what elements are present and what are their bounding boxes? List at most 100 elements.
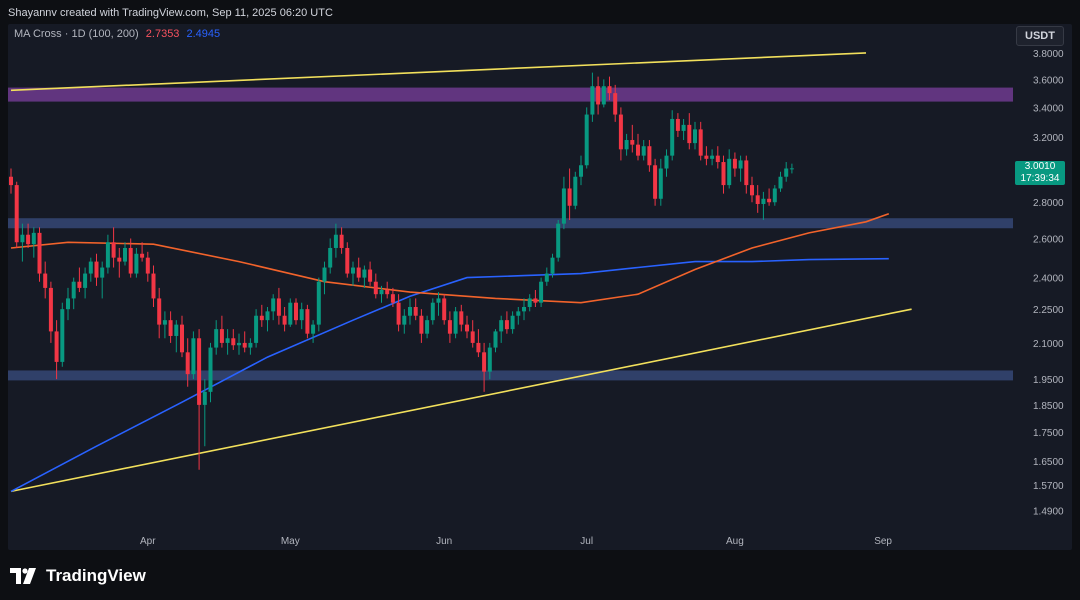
candle-body	[140, 253, 145, 258]
candle-body	[368, 269, 373, 282]
y-tick-label: 3.4000	[1033, 103, 1064, 114]
candle-body	[550, 257, 555, 274]
candle-body	[727, 158, 732, 186]
candle-body	[305, 309, 310, 334]
indicator-label: MA Cross · 1D (100, 200)	[14, 28, 139, 40]
candle-body	[94, 261, 99, 278]
candle-body	[487, 347, 492, 372]
candle-body	[539, 281, 544, 303]
candle-body	[670, 118, 675, 156]
candle-body	[772, 188, 777, 203]
ma200-value: 2.4945	[186, 28, 221, 40]
candle-body	[197, 338, 202, 405]
candle-body	[214, 329, 219, 348]
candle-body	[784, 168, 789, 177]
candle-body	[710, 155, 715, 159]
candle-body	[641, 146, 646, 156]
tradingview-logo[interactable]: TradingView	[10, 564, 146, 588]
chart-area[interactable]: 3.80003.60003.40003.20003.00002.80002.60…	[8, 24, 1072, 550]
y-tick-label: 2.6000	[1033, 234, 1064, 245]
y-tick-label: 2.1000	[1033, 339, 1064, 350]
candle-body	[60, 309, 65, 362]
x-tick-label: Aug	[726, 536, 744, 547]
tradingview-logo-icon	[10, 568, 36, 584]
candle-body	[379, 289, 384, 295]
candle-body	[618, 114, 623, 150]
candle-body	[715, 155, 720, 163]
candle-body	[396, 302, 401, 325]
candle-body	[653, 165, 658, 199]
candle-body	[162, 320, 167, 325]
y-tick-label: 2.8000	[1033, 198, 1064, 209]
candle-body	[459, 311, 464, 325]
candle-body	[157, 298, 162, 325]
candle-body	[208, 347, 213, 392]
candle-body	[385, 289, 390, 295]
candle-body	[453, 311, 458, 334]
candle-body	[77, 281, 82, 288]
currency-selector[interactable]: USDT	[1016, 26, 1064, 46]
candle-body	[470, 331, 475, 343]
candle-body	[322, 267, 327, 282]
candle-body	[351, 267, 355, 274]
zone-supply	[8, 87, 1013, 102]
last-price-tag: 3.0010 17:39:34	[1015, 161, 1065, 185]
candle-body	[436, 298, 441, 303]
zone-support	[8, 370, 1013, 381]
attribution-text: Shayannv created with TradingView.com, S…	[8, 7, 333, 19]
candle-body	[721, 162, 726, 186]
candle-body	[447, 320, 452, 334]
candle-body	[191, 338, 196, 375]
ma100-line	[10, 212, 890, 304]
candle-body	[185, 352, 190, 375]
candle-body	[105, 242, 110, 268]
candle-body	[271, 298, 276, 312]
candle-body	[276, 298, 281, 316]
y-tick-label: 2.4000	[1033, 274, 1064, 285]
candle-body	[282, 315, 287, 325]
candle-body	[636, 144, 640, 156]
candle-body	[687, 124, 692, 144]
candle-body	[789, 168, 794, 170]
candle-body	[174, 324, 179, 336]
candle-body	[425, 320, 430, 334]
candle-body	[630, 140, 635, 145]
candle-body	[573, 176, 578, 206]
y-tick-label: 3.2000	[1033, 133, 1064, 144]
last-price-value: 3.0010	[1024, 161, 1056, 172]
candle-body	[219, 329, 224, 343]
y-tick-label: 1.4900	[1033, 507, 1064, 518]
candle-body	[362, 269, 367, 278]
candle-body	[248, 342, 253, 348]
candle-body	[527, 298, 532, 308]
candle-body	[100, 267, 105, 278]
y-tick-label: 1.6500	[1033, 457, 1064, 468]
candle-body	[482, 352, 487, 372]
indicator-legend[interactable]: MA Cross · 1D (100, 200) 2.7353 2.4945	[14, 27, 220, 41]
candle-body	[750, 185, 754, 196]
y-tick-label: 1.9500	[1033, 375, 1064, 386]
candle-body	[579, 165, 583, 177]
candle-body	[339, 234, 344, 248]
candle-body	[522, 307, 526, 312]
candle-body	[613, 93, 618, 115]
candle-body	[738, 160, 743, 169]
candle-body	[54, 331, 59, 362]
candle-body	[761, 198, 766, 204]
candle-body	[767, 198, 772, 203]
candle-body	[311, 324, 316, 334]
candle-body	[145, 257, 150, 274]
candle-body	[242, 342, 247, 348]
candle-body	[493, 331, 498, 348]
candle-body	[624, 140, 629, 150]
candle-body	[237, 342, 241, 346]
y-tick-label: 1.8500	[1033, 401, 1064, 412]
candle-body	[499, 320, 504, 332]
candle-body	[413, 307, 418, 316]
candle-body	[465, 324, 469, 332]
candle-body	[117, 257, 122, 262]
candle-body	[533, 298, 538, 303]
price-chart[interactable]: 3.80003.60003.40003.20003.00002.80002.60…	[8, 24, 1072, 550]
candle-body	[419, 315, 424, 334]
brand-name: TradingView	[46, 566, 146, 585]
